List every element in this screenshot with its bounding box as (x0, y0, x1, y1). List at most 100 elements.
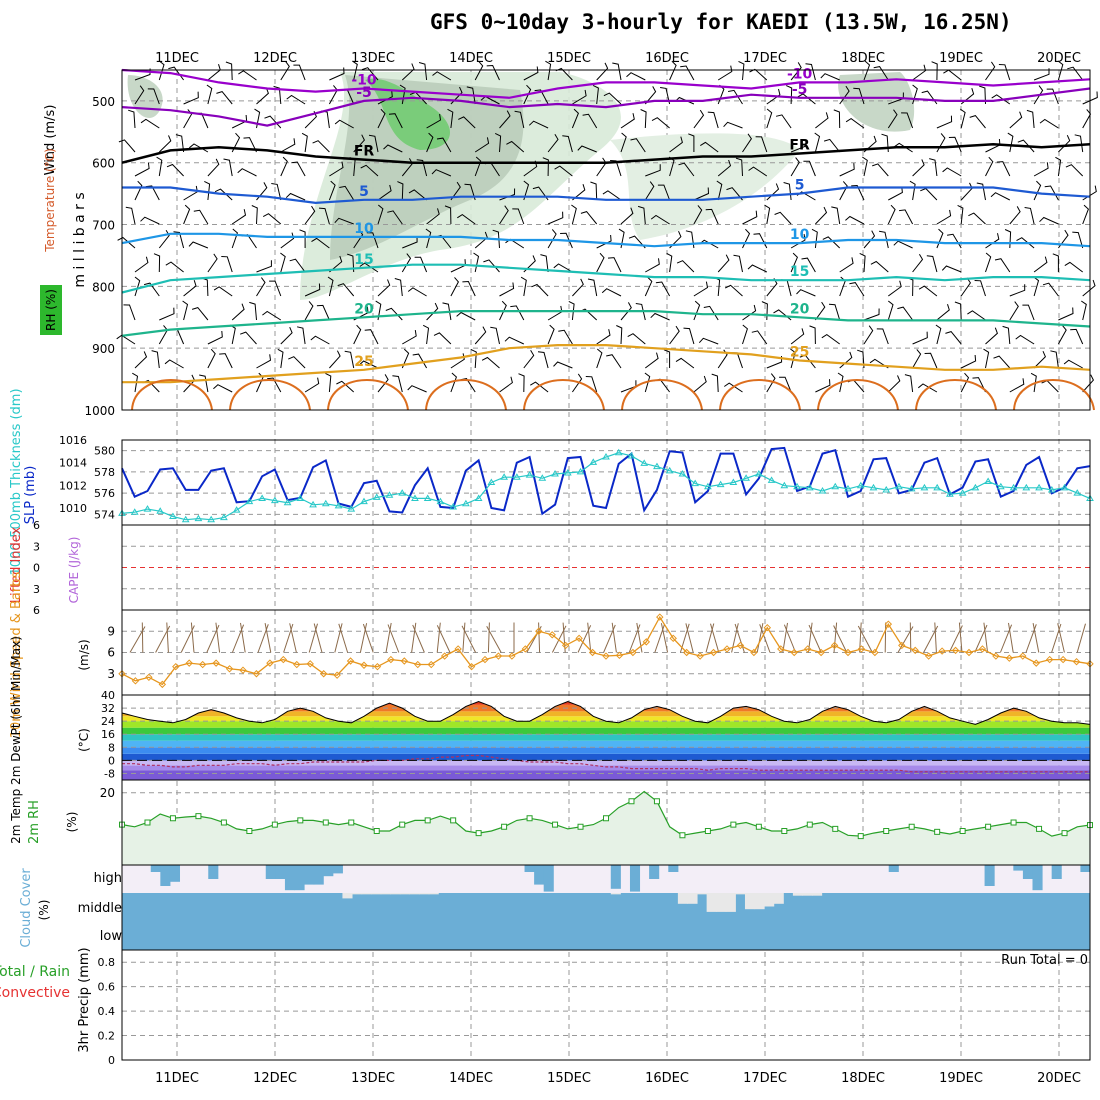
cloud-high-bar (323, 865, 334, 877)
wind-barb (1074, 134, 1084, 153)
wind-barb (214, 188, 233, 201)
wind-barb (839, 351, 853, 369)
wind-barb (531, 283, 549, 297)
precip-tick-label: 0.2 (98, 1030, 116, 1043)
wind-barb (655, 281, 671, 297)
wind-barb (582, 113, 598, 129)
wind-barb (873, 66, 889, 81)
wind10m-point (790, 648, 798, 657)
thickness-point (334, 501, 343, 509)
wind10m-point (346, 657, 355, 665)
wind-barb (693, 375, 707, 393)
wind-barb (392, 375, 403, 393)
wind-barb (917, 383, 938, 393)
slp-tick-label: 1012 (59, 479, 87, 492)
wind-barb (828, 303, 841, 321)
wind-barb (572, 184, 586, 201)
wind-barb (289, 258, 306, 273)
wind10m-point (548, 631, 556, 639)
wind-barb (450, 277, 460, 297)
wind10m-barb (857, 625, 873, 653)
ylabel-cloud-unit: (%) (37, 900, 51, 921)
wind10m-point (1032, 659, 1040, 667)
cloud-middle-gap (677, 893, 688, 904)
thickness-point (907, 484, 916, 492)
wind-barb (571, 204, 577, 225)
ylabel-wind10m-unit: (m/s) (77, 639, 91, 670)
wind-barb (213, 286, 233, 297)
wind-barb (361, 67, 379, 81)
wind-barb (602, 190, 622, 201)
wind-barb (481, 356, 500, 369)
temp-band (122, 770, 1090, 780)
wind-barb (1063, 359, 1083, 369)
wind-barb (514, 110, 525, 129)
wind-barb (862, 156, 868, 177)
wind10m-barb (756, 623, 764, 653)
wind-barb (1057, 60, 1064, 81)
wind-barb (462, 280, 476, 297)
wind-barb (1058, 307, 1074, 321)
wind10m-barb (734, 623, 745, 653)
wind-barb (717, 349, 728, 369)
wind-barb (897, 306, 914, 321)
wind-tick-label: 9 (107, 624, 115, 638)
wind10m-point (454, 645, 462, 653)
rh2m-point (501, 823, 508, 830)
wind-barb (377, 204, 384, 225)
isotherm-line (121, 232, 1091, 248)
wind-barb (280, 232, 295, 249)
wind-barb (296, 326, 306, 345)
wind-barb (407, 287, 427, 297)
isotherm-30-lobe (817, 379, 899, 411)
run-total-label: Run Total = 0 (1001, 953, 1088, 968)
wind-barb (644, 181, 655, 201)
wind10m-barb (264, 623, 272, 653)
wind-barb (134, 162, 150, 177)
thickness-point (678, 470, 687, 477)
cloud-middle-gap (812, 893, 823, 896)
wind-barb (412, 353, 428, 369)
isotherm-label: 20 (790, 301, 810, 317)
thickness-point (793, 482, 801, 490)
wind-barb (337, 283, 355, 297)
rh2m-point (857, 833, 864, 840)
wind-barb (929, 158, 938, 177)
wind-barb (456, 311, 476, 321)
thickness-point (156, 507, 165, 514)
date-label-bottom: 16DEC (645, 1071, 689, 1086)
wind-barb (644, 86, 657, 105)
rh2m-point (653, 798, 660, 805)
wind-barb (183, 204, 191, 225)
wind-barb (723, 121, 743, 129)
wind-barb (894, 142, 913, 153)
wind-barb (693, 205, 703, 225)
wind-barb (644, 372, 651, 393)
wind-barb (603, 92, 622, 105)
wind10m-point (871, 648, 879, 657)
wind-barb (859, 252, 866, 273)
wind-barb (676, 260, 695, 273)
wind10m-point (1059, 655, 1067, 664)
wind-barb (304, 301, 314, 321)
wind-barb (528, 120, 549, 129)
temp2m-line (121, 700, 1091, 725)
wind10m-barb (710, 623, 720, 653)
thickness-point (1035, 483, 1043, 491)
isotherm-30-lobe (1013, 379, 1095, 411)
wind-barb (742, 228, 751, 249)
wind10m-point (145, 673, 153, 681)
wind10m-point (884, 620, 893, 628)
wind10m-point (629, 648, 637, 657)
wind-barb (596, 234, 612, 249)
temp-band (122, 701, 1090, 705)
thickness-point (920, 483, 929, 491)
rh-shade-region (330, 75, 524, 260)
wind-barb (377, 184, 392, 201)
cloud-panel: high middle low Cloud Cover (%) (19, 865, 1091, 950)
wind10m-barb (654, 623, 666, 653)
wind-barb (117, 236, 136, 249)
wind-barb (1050, 350, 1059, 369)
thickness-tick-label: 576 (94, 487, 115, 500)
wind-tick-label: 6 (107, 646, 115, 660)
